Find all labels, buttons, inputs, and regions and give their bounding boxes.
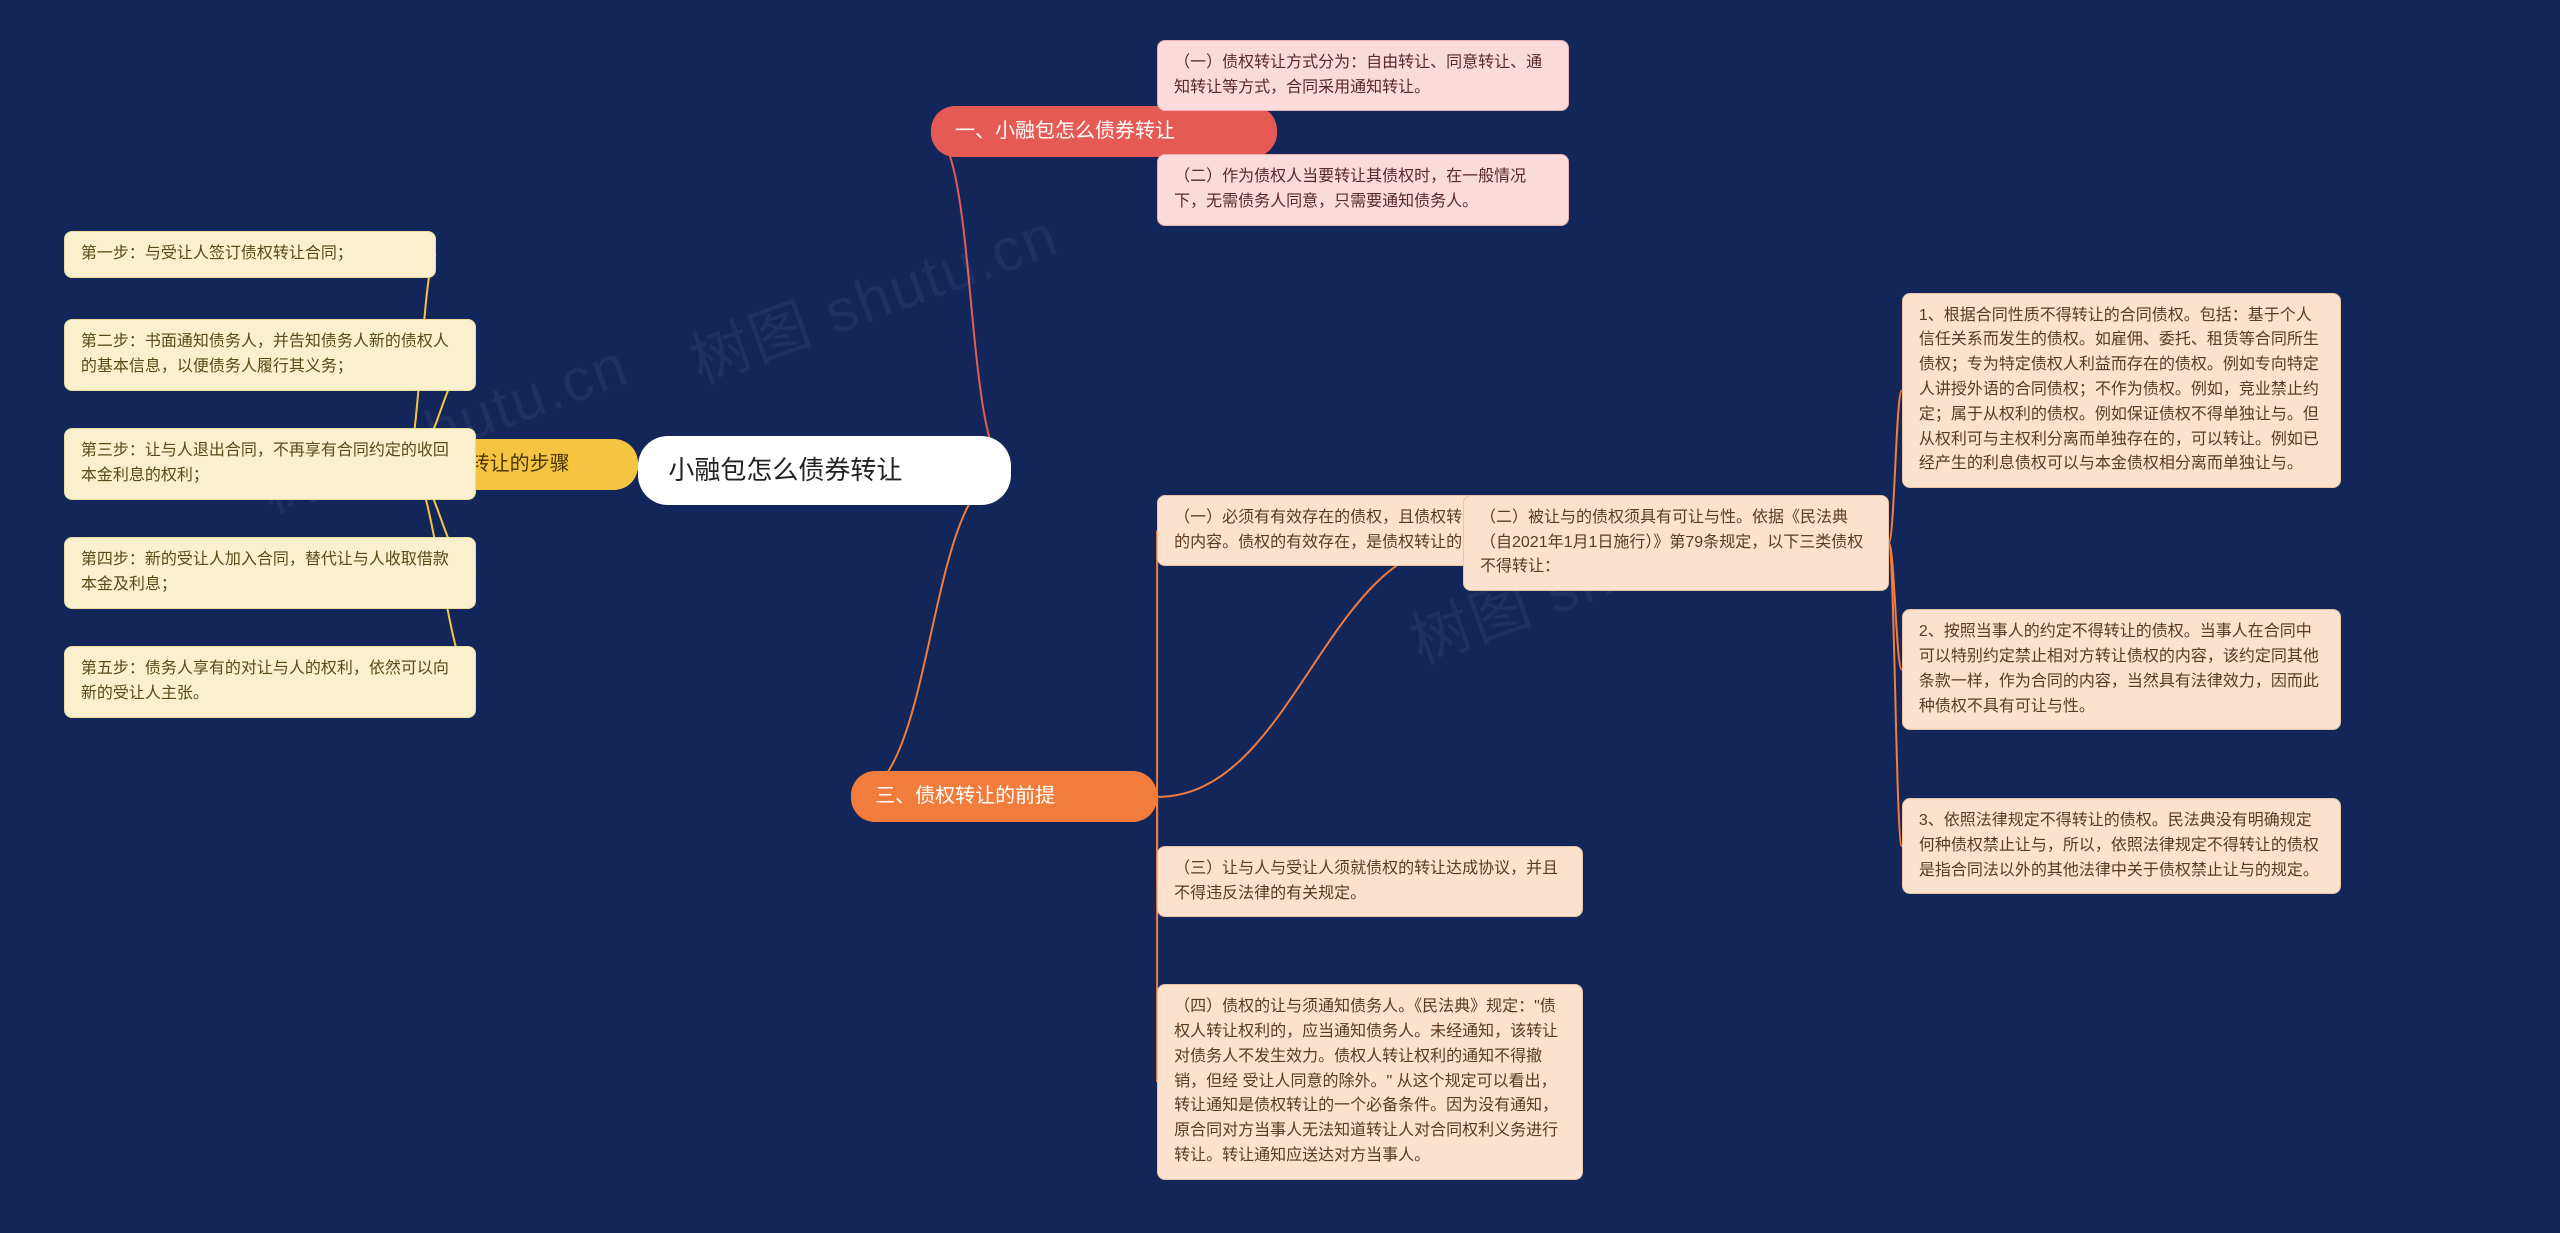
branch-2-leaf-2: 第三步：让与人退出合同，不再享有合同约定的收回本金利息的权利；: [64, 428, 476, 500]
branch-3: 三、债权转让的前提: [851, 771, 1157, 822]
branch-3-leaf-3-text: （四）债权的让与须通知债务人。《民法典》规定："债权人转让权利的，应当通知债务人…: [1174, 998, 1558, 1164]
branch-3-sub-leaf-2-text: 3、依照法律规定不得转让的债权。民法典没有明确规定何种债权禁止让与，所以，依照法…: [1919, 812, 2319, 879]
watermark: 树图 shutu.cn: [677, 187, 1069, 401]
branch-2-leaf-2-text: 第三步：让与人退出合同，不再享有合同约定的收回本金利息的权利；: [81, 442, 449, 484]
root-label: 小融包怎么债券转让: [668, 455, 902, 485]
branch-2-leaf-0-text: 第一步：与受让人签订债权转让合同；: [81, 245, 353, 262]
branch-3-leaf-2: （三）让与人与受让人须就债权的转让达成协议，并且不得违反法律的有关规定。: [1157, 846, 1583, 918]
branch-3-sub-leaf-0: 1、根据合同性质不得转让的合同债权。包括：基于个人信任关系而发生的债权。如雇佣、…: [1902, 293, 2341, 489]
branch-3-sub: （二）被让与的债权须具有可让与性。依据《民法典（自2021年1月1日施行）》第7…: [1463, 495, 1889, 591]
branch-1-leaf-1-text: （二）作为债权人当要转让其债权时，在一般情况下，无需债务人同意，只需要通知债务人…: [1174, 168, 1526, 210]
branch-1-label: 一、小融包怎么债券转让: [955, 120, 1175, 142]
branch-3-sub-leaf-1-text: 2、按照当事人的约定不得转让的债权。当事人在合同中可以特别约定禁止相对方转让债权…: [1919, 623, 2319, 714]
branch-3-sub-leaf-0-text: 1、根据合同性质不得转让的合同债权。包括：基于个人信任关系而发生的债权。如雇佣、…: [1919, 307, 2319, 473]
branch-1-leaf-0-text: （一）债权转让方式分为：自由转让、同意转让、通知转让等方式，合同采用通知转让。: [1174, 54, 1542, 96]
branch-2-leaf-1: 第二步：书面通知债务人，并告知债务人新的债权人的基本信息，以便债务人履行其义务；: [64, 319, 476, 391]
branch-1: 一、小融包怎么债券转让: [931, 106, 1277, 157]
branch-2-leaf-4: 第五步：债务人享有的对让与人的权利，依然可以向新的受让人主张。: [64, 646, 476, 718]
branch-2-leaf-0: 第一步：与受让人签订债权转让合同；: [64, 231, 436, 278]
branch-2-leaf-1-text: 第二步：书面通知债务人，并告知债务人新的债权人的基本信息，以便债务人履行其义务；: [81, 333, 449, 375]
branch-3-leaf-2-text: （三）让与人与受让人须就债权的转让达成协议，并且不得违反法律的有关规定。: [1174, 860, 1558, 902]
branch-3-sub-leaf-2: 3、依照法律规定不得转让的债权。民法典没有明确规定何种债权禁止让与，所以，依照法…: [1902, 798, 2341, 894]
branch-3-sub-text: （二）被让与的债权须具有可让与性。依据《民法典（自2021年1月1日施行）》第7…: [1480, 509, 1863, 576]
branch-2-leaf-4-text: 第五步：债务人享有的对让与人的权利，依然可以向新的受让人主张。: [81, 660, 449, 702]
mindmap-root: 小融包怎么债券转让: [638, 436, 1010, 504]
branch-3-label: 三、债权转让的前提: [875, 785, 1055, 807]
branch-3-sub-leaf-1: 2、按照当事人的约定不得转让的债权。当事人在合同中可以特别约定禁止相对方转让债权…: [1902, 609, 2341, 730]
branch-1-leaf-0: （一）债权转让方式分为：自由转让、同意转让、通知转让等方式，合同采用通知转让。: [1157, 40, 1569, 112]
branch-1-leaf-1: （二）作为债权人当要转让其债权时，在一般情况下，无需债务人同意，只需要通知债务人…: [1157, 154, 1569, 226]
branch-3-leaf-3: （四）债权的让与须通知债务人。《民法典》规定："债权人转让权利的，应当通知债务人…: [1157, 984, 1583, 1180]
branch-2-leaf-3: 第四步：新的受让人加入合同，替代让与人收取借款本金及利息；: [64, 537, 476, 609]
branch-2-leaf-3-text: 第四步：新的受让人加入合同，替代让与人收取借款本金及利息；: [81, 551, 449, 593]
